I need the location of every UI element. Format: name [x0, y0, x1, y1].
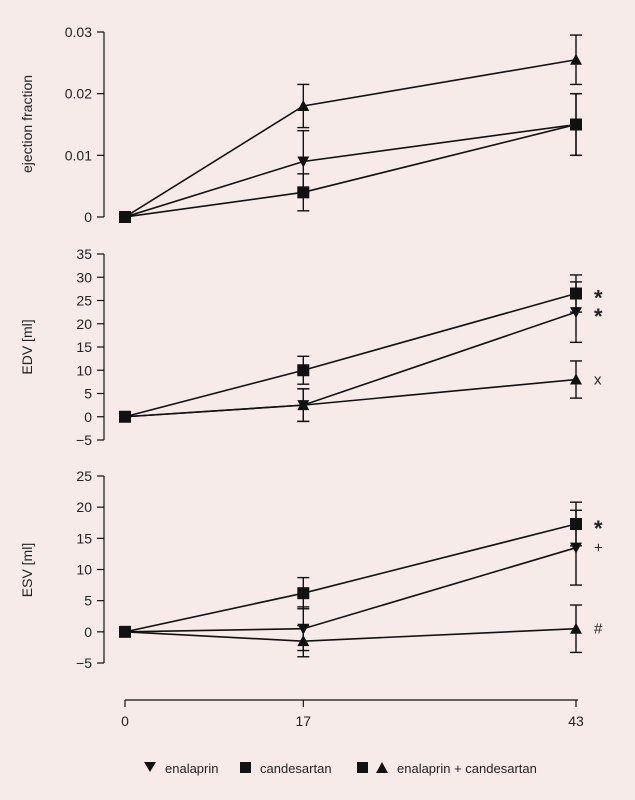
y-tick-label: 20 [76, 499, 92, 515]
legend-marker-candesartan [240, 762, 251, 773]
x-tick-label: 17 [296, 713, 312, 729]
y-tick-label: 0 [84, 624, 92, 640]
y-tick-label: −5 [76, 655, 92, 671]
y-tick-label: 25 [76, 293, 92, 309]
data-point [570, 118, 582, 131]
y-tick-label: 10 [76, 562, 92, 578]
data-point [297, 364, 310, 377]
series-enalaprin-candesartan [119, 360, 582, 423]
y-tick-label: 10 [76, 362, 92, 378]
x-tick-label: 0 [121, 713, 129, 729]
significance-mark: * [594, 286, 603, 311]
y-tick-label: 0.02 [65, 86, 92, 102]
panel-2: −5 0 5 10 15 20 25 30 35 EDV [ml] ** x [19, 246, 603, 448]
x-tick-label: 43 [568, 713, 584, 729]
significance-mark: * [594, 304, 603, 329]
series-line [124, 123, 577, 218]
series-candesartan [119, 501, 582, 638]
data-point [297, 156, 310, 168]
significance-mark: # [594, 621, 603, 638]
x-axis: 0 17 43 [121, 699, 584, 729]
data-point [297, 587, 310, 600]
series-line [124, 292, 577, 418]
series-line [124, 123, 577, 218]
data-point [297, 399, 310, 411]
legend-label-enalaprin-candesartan: enalaprin + candesartan [397, 761, 537, 776]
y-tick-label: 30 [76, 269, 92, 285]
y-tick-label: 0 [84, 409, 92, 425]
legend-marker-enalaprin [144, 762, 156, 772]
series-enalaprin-candesartan [119, 604, 582, 658]
y-tick-label: 5 [84, 593, 92, 609]
y-tick-label: 35 [76, 246, 92, 262]
series-enalaprin-candesartan [119, 34, 582, 222]
data-point [570, 622, 582, 634]
chart-panels: 0 0.01 0.02 0.03 ejection fraction −5 0 5 10 15 20… [19, 24, 603, 671]
x-ticks: 0 17 43 [121, 700, 584, 729]
legend-marker-combo-square [357, 762, 368, 773]
y-tick-label: 20 [76, 316, 92, 332]
data-point [297, 186, 310, 199]
series-enalaprin [119, 281, 582, 423]
data-point [570, 53, 582, 65]
panel-3: −5 0 5 10 15 20 25 ESV [ml] *+ # [19, 468, 603, 671]
series-candesartan [119, 92, 582, 223]
data-point [119, 625, 131, 637]
y-tick-label: 0 [84, 209, 92, 225]
significance-mark: * [594, 516, 603, 541]
y-tick-label: 0.03 [65, 24, 92, 40]
y-tick-label: 5 [84, 386, 92, 402]
legend-label-enalaprin: enalaprin [165, 761, 219, 776]
y-tick-label: 15 [76, 530, 92, 546]
y-tick-label: 15 [76, 339, 92, 355]
series-enalaprin [119, 92, 582, 223]
significance-mark: x [594, 372, 602, 389]
y-axis-label: EDV [ml] [19, 319, 35, 374]
series-line [124, 378, 577, 418]
series-line [124, 546, 577, 633]
series-line [124, 523, 577, 633]
y-tick-label: 0.01 [65, 147, 92, 163]
data-point [570, 287, 582, 300]
legend-marker-combo-triangle [376, 762, 388, 773]
significance-mark: + [594, 540, 603, 557]
legend-label-candesartan: candesartan [260, 761, 332, 776]
y-tick-label: 25 [76, 468, 92, 484]
panel-1: 0 0.01 0.02 0.03 ejection fraction [19, 24, 582, 225]
series-line [124, 58, 577, 218]
data-point [570, 517, 582, 530]
data-point [570, 373, 582, 385]
data-point [297, 100, 310, 111]
legend: enalaprin candesartan enalaprin + candes… [144, 761, 537, 776]
y-tick-label: −5 [76, 432, 92, 448]
data-point [119, 211, 131, 222]
data-point [119, 410, 131, 422]
y-axis-label: ESV [ml] [19, 543, 35, 597]
y-axis-label: ejection fraction [19, 75, 35, 173]
data-point [297, 635, 310, 647]
